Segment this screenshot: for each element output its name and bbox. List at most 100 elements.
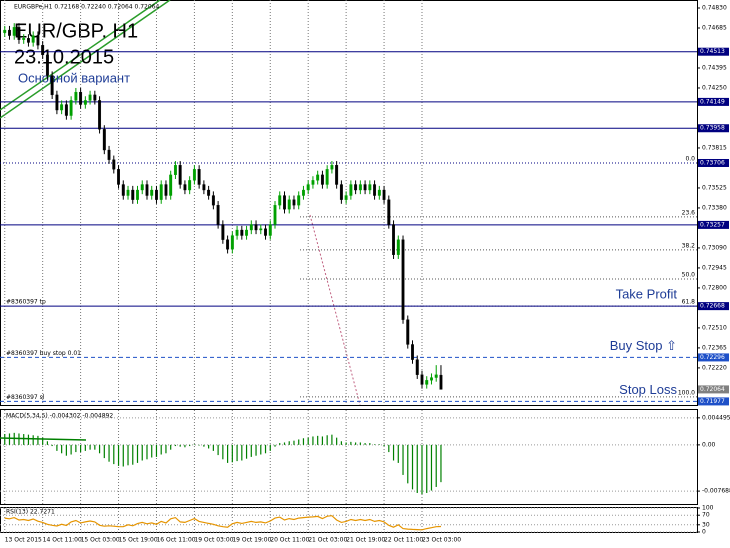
fibo-label: 100.0 (678, 389, 695, 396)
candle-body (55, 94, 59, 111)
candle-body (358, 184, 362, 191)
candle-body (74, 91, 78, 101)
candle-body (216, 205, 220, 225)
candle-body (387, 199, 391, 225)
price-label-box (698, 124, 729, 133)
candle-body (368, 184, 372, 191)
price-label-box (698, 397, 729, 406)
fibo-label: 50.0 (682, 271, 696, 278)
x-tick-label: 14 Oct 11:00 (43, 537, 82, 544)
candle-body (330, 165, 334, 170)
candle-body (401, 239, 405, 320)
order-note: Buy Stop ⇧ (610, 338, 677, 353)
order-label: #8360397 sl (6, 394, 45, 401)
candle-body (188, 180, 192, 191)
y-tick-label: 0.73815 (702, 144, 727, 151)
price-label: 0.73257 (700, 221, 725, 228)
order-label: #8360397 tp (6, 299, 46, 306)
drawing-line (309, 214, 361, 406)
macd-panel (0, 409, 698, 505)
candle-body (240, 229, 244, 236)
candle-body (169, 174, 173, 196)
candle-body (349, 184, 353, 196)
macd-title: MACD(5,34,5) -0.004302 -0.004892 (6, 413, 113, 420)
y-tick-label: 0.74830 (702, 4, 727, 11)
candle-body (311, 180, 315, 185)
candle-body (439, 374, 443, 390)
candle-body (430, 377, 433, 381)
candle-body (140, 184, 144, 191)
candle-body (287, 199, 291, 210)
candle-body (41, 45, 45, 56)
price-label: 0.74513 (700, 48, 725, 55)
candle-body (302, 189, 305, 196)
price-label: 0.73706 (700, 159, 725, 166)
candle-body (245, 229, 249, 236)
candle-body (396, 239, 400, 255)
x-tick-label: 20 Oct 11:00 (270, 537, 309, 544)
candle-body (145, 184, 149, 196)
price-label-box (698, 220, 729, 229)
candle-body (3, 29, 7, 33)
candle-body (273, 205, 277, 225)
candle-body (60, 104, 64, 111)
x-tick-label: 16 Oct 11:00 (156, 537, 195, 544)
y-tick-label: 0.72365 (702, 344, 727, 351)
candle-body (292, 199, 296, 206)
candle-body (17, 27, 21, 40)
price-label-box (698, 385, 729, 394)
candle-body (93, 94, 97, 101)
candle-body (411, 344, 414, 360)
candle-body (107, 149, 111, 160)
price-label-box (698, 97, 729, 106)
y-tick-label: 0.004495 (702, 414, 730, 421)
price-label: 0.72064 (700, 386, 725, 393)
candle-body (159, 184, 163, 200)
candle-body (420, 374, 424, 385)
price-label-box (698, 47, 729, 56)
y-tick-label: 0.72945 (702, 264, 727, 271)
header: EURGBPe,H1 0.72168 0.72240 0.72064 0.720… (14, 4, 160, 11)
candle-body (339, 184, 343, 200)
y-tick-label: 0.74250 (702, 84, 727, 91)
candle-body (22, 38, 26, 40)
candle-body (226, 239, 230, 250)
candle-body (202, 184, 206, 191)
candle-body (316, 174, 320, 181)
price-label: 0.72296 (700, 354, 725, 361)
y-tick-label: 0.74685 (702, 24, 727, 31)
price-label: 0.73958 (700, 125, 725, 132)
candle-body (306, 184, 310, 191)
x-tick-label: 21 Oct 03:00 (308, 537, 347, 544)
candle-body (12, 27, 16, 36)
candle-body (155, 189, 158, 200)
x-tick-label: 21 Oct 19:00 (346, 537, 385, 544)
candle-body (88, 94, 92, 101)
candle-body (50, 75, 54, 96)
x-tick-label: 19 Oct 19:00 (232, 537, 271, 544)
candle-body (131, 189, 135, 200)
price-label-box (698, 302, 729, 311)
candle-body (112, 159, 116, 170)
candle-body (235, 229, 239, 236)
candle-body (363, 184, 367, 191)
x-tick-label: 22 Oct 11:00 (384, 537, 423, 544)
y-tick-label: 0.72510 (702, 324, 727, 331)
order-label: #8360397 buy stop 0.01 (6, 350, 81, 357)
candle-body (178, 165, 182, 185)
candle-body (406, 319, 410, 345)
x-tick-label: 19 Oct 03:00 (194, 537, 233, 544)
candle-body (26, 38, 30, 43)
candle-body (230, 235, 234, 250)
candle-body (354, 184, 358, 191)
candle-body (164, 184, 168, 196)
candle-body (264, 228, 267, 236)
order-note: Stop Loss (619, 382, 677, 397)
y-tick-label: 0.73090 (702, 244, 727, 251)
candle-body (136, 189, 139, 200)
y-tick-label: 0 (702, 529, 706, 536)
chart-title: EUR/GBP. H1 (14, 20, 138, 42)
candle-body (207, 189, 211, 196)
